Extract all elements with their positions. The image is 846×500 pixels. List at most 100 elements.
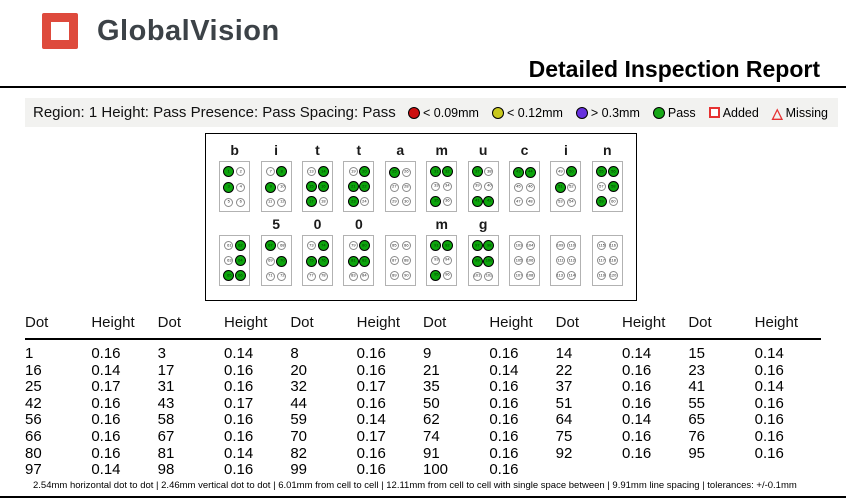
table-row: 25 0.17 31 0.16 32 0.17 35 0.16 37 0.16 41 0.14	[25, 379, 821, 396]
dot-number-cell: 17	[157, 361, 175, 379]
braille-dot-number: 102	[485, 274, 493, 279]
region-summary: Region: 1 Height: Pass Presence: Pass Sp…	[33, 104, 396, 121]
braille-cell: 67 68 69 70 71 72	[260, 235, 292, 286]
dot-height-cell: 0.16	[356, 461, 386, 479]
braille-letter-label: c	[520, 142, 529, 158]
braille-dot-empty: 29	[390, 197, 400, 207]
braille-dot-empty: 68	[277, 241, 287, 251]
dot-number-cell: 32	[290, 378, 308, 396]
dot-number-cell: 14	[555, 345, 573, 362]
dot-number-cell	[556, 462, 622, 479]
braille-dot-number: 120	[609, 273, 617, 278]
table-body: 1 0.16 3 0.14 8 0.16 9 0.16 14 0.14 15 0.14 16 0.14 17…	[25, 340, 821, 479]
braille-cell: 79 80 81 82 83 84	[343, 235, 375, 286]
dot-number-cell: 81	[157, 444, 175, 462]
braille-dot-empty: 105	[514, 256, 524, 265]
braille-dot-number: 96	[445, 273, 450, 278]
braille-dot-empty: 89	[390, 271, 400, 280]
braille-dot-number: 17	[309, 199, 314, 204]
braille-dot-empty: 52	[567, 182, 577, 192]
braille-dot-number: 111	[557, 258, 564, 263]
braille-dot-number: 29	[392, 199, 397, 204]
braille-letter-label: n	[603, 142, 612, 158]
braille-dot-empty: 61	[224, 241, 234, 250]
dot-number-cell: 37	[555, 378, 573, 396]
braille-dot-pass: 37	[471, 166, 483, 178]
dot-number-cell: 70	[290, 427, 308, 445]
braille-dot-number: 20	[362, 169, 367, 174]
dot-height-cell: 0.16	[356, 361, 386, 379]
braille-dot-number: 77	[309, 274, 314, 279]
braille-cell: 85 86 87 88 89 90	[384, 235, 416, 286]
dot-number-cell: 21	[423, 361, 440, 379]
braille-letter-label: 5	[272, 216, 280, 232]
braille-dot-empty: 106	[525, 256, 535, 265]
braille-dot-number: 100	[485, 259, 493, 264]
dot-height-cell: 0.16	[622, 444, 652, 462]
braille-dot-pass: 14	[317, 166, 329, 177]
braille-dot-number: 13	[309, 169, 314, 174]
dot-height-table: Dot Height Dot Height Dot Height Dot Height Dot H…	[25, 314, 821, 479]
braille-dot-number: 83	[350, 274, 356, 279]
braille-letter-label: i	[274, 142, 279, 158]
braille-dot-number: 32	[445, 169, 450, 174]
braille-dot-number: 39	[475, 184, 480, 189]
braille-dot-pass: 64	[234, 255, 246, 266]
dot-number-cell: 41	[688, 378, 706, 396]
dot-number-cell: 31	[157, 378, 175, 396]
table-header-cell: Height	[224, 314, 268, 331]
braille-dot-number: 5	[227, 200, 231, 205]
braille-dot-number: 24	[362, 199, 367, 204]
dot-height-cell: 0.17	[356, 378, 386, 396]
braille-dot-number: 57	[599, 184, 604, 189]
braille-dot-empty: 103	[514, 241, 524, 250]
dot-height-cell: 0.16	[489, 444, 519, 462]
braille-dot-number: 51	[557, 185, 563, 190]
braille-dot-number: 78	[321, 274, 326, 279]
braille-dot-pass: 42	[483, 195, 495, 207]
braille-dot-pass: 23	[347, 196, 359, 207]
braille-letter-label: m	[435, 142, 448, 158]
braille-dot-number: 58	[610, 184, 616, 189]
braille-dot-empty: 57	[597, 182, 607, 191]
dot-height-cell: 0.16	[356, 345, 386, 362]
braille-dot-number: 36	[445, 199, 450, 204]
braille-cell: 103 104 105 106 107 108	[508, 235, 540, 286]
braille-cell-row: 1 2 3 4 5 6 7 8 9 10 11 12 13 14 15 16 17 18 19 20 21 22 23 24 2…	[214, 161, 628, 213]
braille-dot-empty: 116	[608, 241, 618, 250]
dot-height-cell: 0.14	[622, 345, 652, 362]
braille-cell: 7 8 9 10 11 12	[260, 161, 292, 212]
braille-dot-empty: 45	[514, 182, 524, 192]
header-divider	[0, 86, 846, 88]
table-header-cell: Dot	[290, 314, 314, 331]
braille-dot-empty: 110	[567, 241, 577, 250]
braille-dot-empty: 83	[348, 271, 358, 281]
braille-dot-empty: 53	[555, 197, 565, 207]
braille-letter-label: u	[478, 142, 488, 158]
braille-dot-empty: 96	[442, 270, 452, 280]
braille-dot-number: 74	[321, 243, 326, 248]
braille-dot-number: 70	[279, 259, 285, 264]
braille-dot-number: 103	[515, 243, 523, 248]
braille-dot-empty: 12	[277, 197, 287, 207]
dot-height-cell: 0.14	[224, 345, 254, 362]
braille-dot-number: 34	[445, 184, 450, 189]
braille-dot-pass: 3	[223, 181, 235, 193]
logo-text: GlobalVision	[97, 14, 280, 47]
braille-dot-number: 117	[598, 258, 605, 263]
legend-label: Pass	[667, 105, 696, 120]
braille-dot-empty: 38	[484, 167, 494, 177]
yellow-dot-icon	[491, 106, 504, 119]
braille-dot-number: 60	[610, 199, 616, 204]
braille-dot-number: 45	[516, 185, 521, 190]
braille-dot-empty: 113	[555, 271, 565, 280]
spacing-footer: 2.54mm horizontal dot to dot | 2.46mm ve…	[33, 480, 797, 491]
braille-dot-pass: 70	[276, 255, 288, 267]
braille-dot-number: 4	[239, 185, 242, 190]
braille-dot-pass: 50	[566, 166, 578, 178]
braille-dot-pass: 75	[306, 255, 318, 267]
braille-dot-empty: 120	[608, 271, 618, 280]
legend-label: Missing	[785, 105, 828, 120]
braille-dot-number: 50	[569, 169, 574, 174]
legend-item: < 0.12mm	[491, 106, 563, 120]
